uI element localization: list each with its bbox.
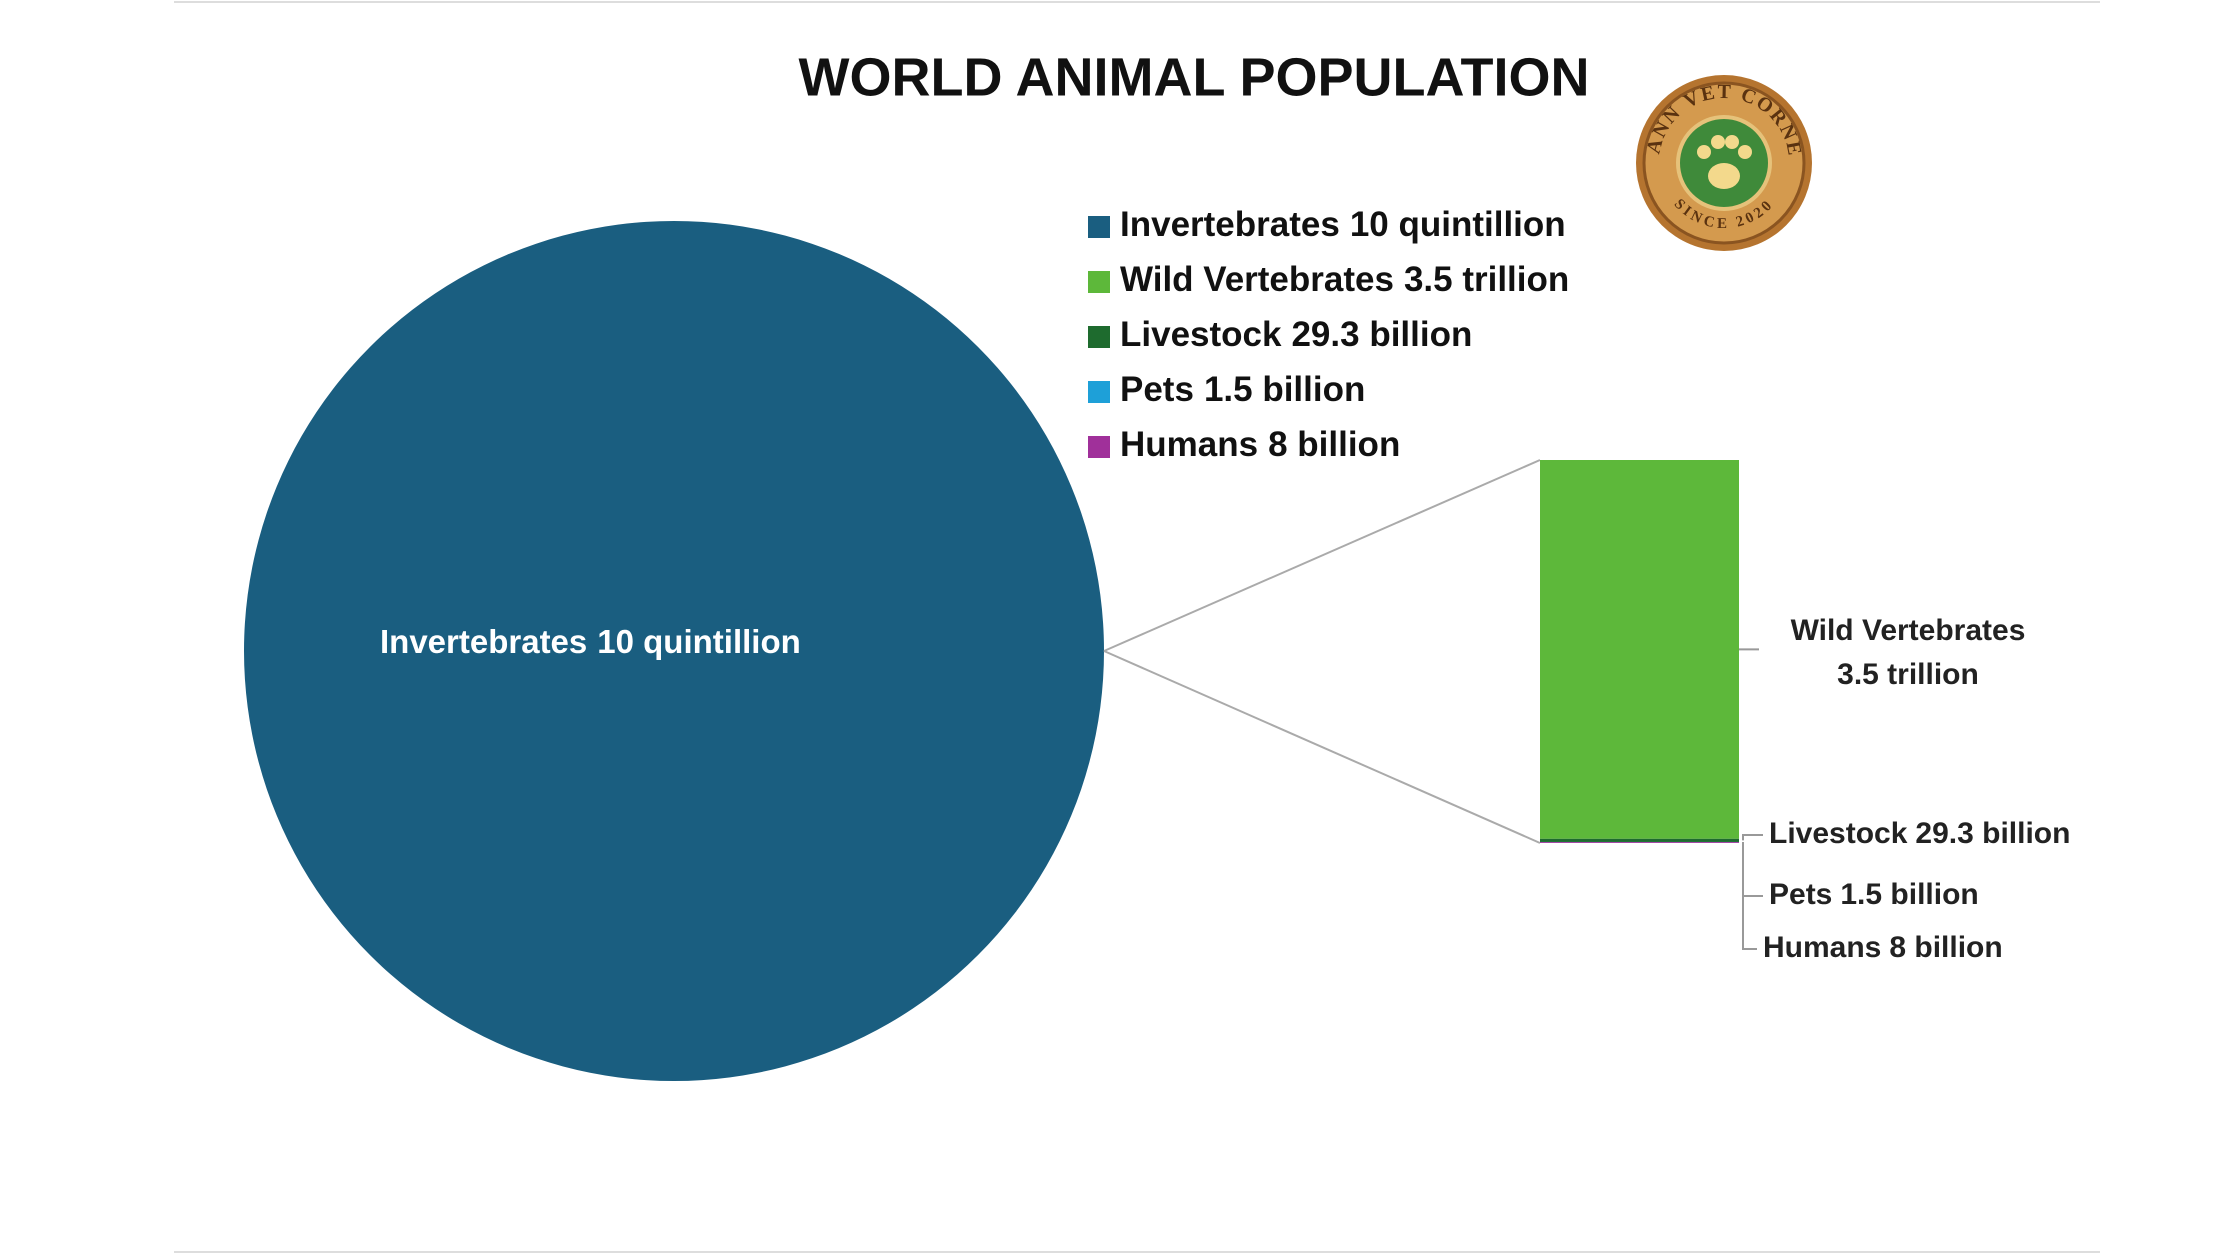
legend-name: Invertebrates [1120, 205, 1340, 244]
data-label: Livestock 29.3 billion [1769, 817, 2070, 850]
legend-swatch [1088, 326, 1110, 348]
data-label-name: Invertebrates [380, 623, 587, 660]
logo-paw [1738, 145, 1752, 159]
data-label-name: Livestock [1769, 817, 1908, 850]
data-label-name: Humans [1763, 931, 1881, 964]
data-label-value: 1.5 billion [1840, 878, 1978, 911]
logo-paw [1697, 145, 1711, 159]
logo-paw [1711, 135, 1725, 149]
legend-name: Humans [1120, 425, 1258, 464]
bar-segment [1540, 838, 1739, 842]
legend-swatch [1088, 436, 1110, 458]
legend-value: 1.5 billion [1204, 370, 1365, 409]
legend-value: 29.3 billion [1291, 315, 1472, 354]
logo-paw [1708, 163, 1740, 189]
legend-entry: Pets 1.5 billion [1120, 370, 1365, 409]
data-label-value: 3.5 trillion [1837, 658, 1979, 691]
data-label: Invertebrates 10 quintillion [380, 623, 801, 660]
leader-line [1742, 834, 1763, 841]
leader-line [1742, 842, 1757, 950]
legend-swatch [1088, 216, 1110, 238]
legend-value: 8 billion [1268, 425, 1400, 464]
legend-name: Wild Vertebrates [1120, 260, 1394, 299]
legend-entry: Livestock 29.3 billion [1120, 315, 1472, 354]
legend-entry: Wild Vertebrates 3.5 trillion [1120, 260, 1569, 299]
leader-line [1742, 842, 1763, 897]
data-label-name: Wild Vertebrates [1791, 614, 2026, 647]
bar-segment [1540, 842, 1739, 843]
connector [1103, 650, 1541, 844]
legend-name: Pets [1120, 370, 1194, 409]
legend-value: 10 quintillion [1350, 205, 1566, 244]
chart-title: WORLD ANIMAL POPULATION [799, 47, 1590, 107]
data-label: Humans 8 billion [1763, 931, 2003, 964]
legend-swatch [1088, 271, 1110, 293]
connector [1103, 459, 1541, 652]
legend-entry: Humans 8 billion [1120, 425, 1400, 464]
legend-name: Livestock [1120, 315, 1282, 354]
data-label-name: Pets [1769, 878, 1832, 911]
logo-paw [1725, 135, 1739, 149]
data-label: Wild Vertebrates 3.5 trillion [1791, 614, 2026, 691]
legend-entry: Invertebrates 10 quintillion [1120, 205, 1566, 244]
data-label-value: 29.3 billion [1915, 817, 2070, 850]
legend-swatch [1088, 381, 1110, 403]
data-label-value: 8 billion [1889, 931, 2002, 964]
data-label-value: 10 quintillion [597, 623, 801, 660]
legend-value: 3.5 trillion [1404, 260, 1569, 299]
pie-slice [244, 221, 1104, 1082]
data-label: Pets 1.5 billion [1769, 878, 1979, 911]
bar-segment [1540, 460, 1739, 839]
